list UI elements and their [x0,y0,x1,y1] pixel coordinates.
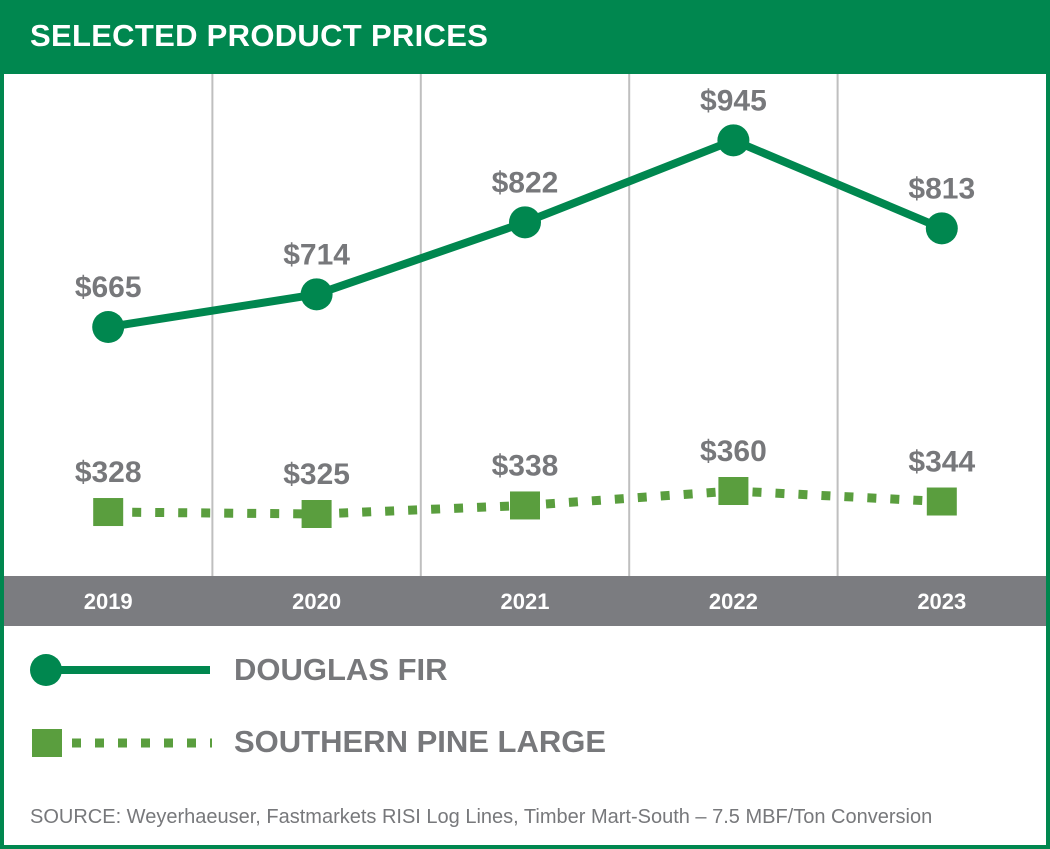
x-tick-label: 2020 [292,589,341,614]
data-label-southern-pine: $328 [75,456,142,489]
x-tick-label: 2021 [501,589,550,614]
data-label-douglas-fir: $822 [492,166,559,199]
legend-southern-pine-marker [32,729,62,757]
data-point-southern-pine [926,487,957,516]
data-label-douglas-fir: $714 [283,238,350,271]
data-label-southern-pine: $338 [492,449,559,482]
data-point-southern-pine [301,500,332,528]
header-bar: SELECTED PRODUCT PRICES [0,0,1050,74]
source-note: SOURCE: Weyerhaeuser, Fastmarkets RISI L… [30,806,933,828]
x-tick-label: 2022 [709,589,758,614]
data-point-southern-pine [718,477,749,506]
data-point-douglas-fir [509,206,541,239]
legend-douglas-fir-marker [30,654,62,686]
data-point-southern-pine [510,491,540,520]
data-label-douglas-fir: $945 [700,84,767,117]
data-label-southern-pine: $344 [908,446,975,479]
legend-label-southern-pine: SOUTHERN PINE LARGE [234,724,607,759]
data-label-douglas-fir: $813 [908,172,975,205]
chart-title: SELECTED PRODUCT PRICES [30,18,489,53]
data-point-douglas-fir [925,212,958,245]
data-label-southern-pine: $325 [283,458,350,491]
data-point-douglas-fir [92,311,125,343]
data-label-douglas-fir: $665 [75,271,142,304]
data-point-douglas-fir [717,124,750,157]
data-label-southern-pine: $360 [700,435,767,468]
x-axis-band [4,576,1046,626]
x-tick-label: 2019 [84,589,133,614]
data-point-douglas-fir [300,278,333,311]
data-point-southern-pine [93,498,124,527]
x-tick-label: 2023 [917,589,966,614]
legend-label-douglas-fir: DOUGLAS FIR [234,652,448,687]
